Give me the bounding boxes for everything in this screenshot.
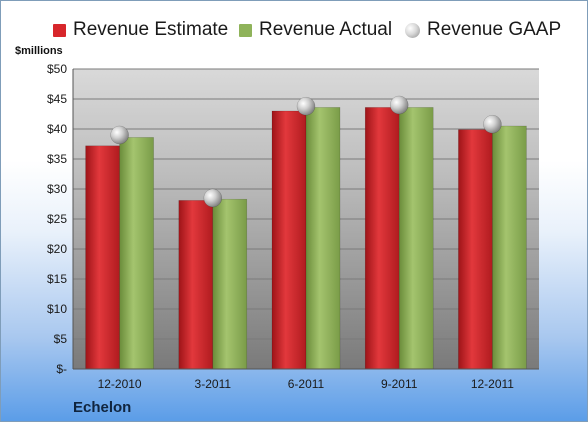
company-label: Echelon <box>73 399 132 416</box>
estimate-swatch-icon <box>53 23 66 37</box>
legend-label-actual: Revenue Actual <box>259 19 393 40</box>
actual-swatch-icon <box>239 23 252 37</box>
x-tick-label: 3-2011 <box>195 377 232 391</box>
y-tick-label: $20 <box>47 242 67 256</box>
bar-estimate <box>178 200 214 370</box>
legend: Revenue Estimate Revenue Actual Revenue … <box>1 15 587 45</box>
bar-actual <box>492 125 527 370</box>
x-tick-label: 9-2011 <box>381 377 418 391</box>
legend-label-gaap: Revenue GAAP <box>427 19 562 40</box>
x-tick-label: 6-2011 <box>288 377 325 391</box>
gaap-point <box>296 96 316 116</box>
y-tick-label: $- <box>56 362 67 376</box>
bars <box>85 95 527 370</box>
gaap-point <box>110 125 129 145</box>
axes: $- $5 $10 $15 $20 $25 $30 $35 $40 $45 $50 12-2010 3-… <box>47 62 539 391</box>
y-tick-label: $10 <box>47 302 67 316</box>
gaap-point <box>203 188 223 208</box>
y-tick-label: $5 <box>54 332 68 346</box>
gaap-swatch-icon <box>405 22 420 38</box>
x-tick-label: 12-2010 <box>98 377 142 391</box>
bar-actual <box>398 107 434 370</box>
y-tick-label: $50 <box>47 62 67 76</box>
legend-label-estimate: Revenue Estimate <box>73 19 229 40</box>
y-tick-label: $15 <box>47 272 67 286</box>
legend-item-estimate: Revenue Estimate <box>53 15 228 45</box>
y-tick-label: $45 <box>47 92 67 106</box>
bar-actual <box>119 137 154 370</box>
legend-item-actual: Revenue Actual <box>239 15 392 45</box>
bar-estimate <box>85 145 120 370</box>
y-tick-label: $25 <box>47 212 67 226</box>
bar-estimate <box>271 110 307 370</box>
bar-actual <box>305 107 341 370</box>
gaap-point <box>483 114 502 134</box>
y-tick-label: $30 <box>47 182 67 196</box>
y-tick-label: $35 <box>47 152 67 166</box>
bar-estimate <box>364 107 400 370</box>
legend-item-gaap: Revenue GAAP <box>405 15 561 45</box>
y-axis-unit-label: $millions <box>15 45 63 57</box>
y-tick-label: $40 <box>47 122 67 136</box>
x-tick-label: 12-2011 <box>471 377 514 391</box>
gaap-point <box>389 95 409 115</box>
bar-actual <box>212 198 248 370</box>
bar-estimate <box>458 129 493 370</box>
